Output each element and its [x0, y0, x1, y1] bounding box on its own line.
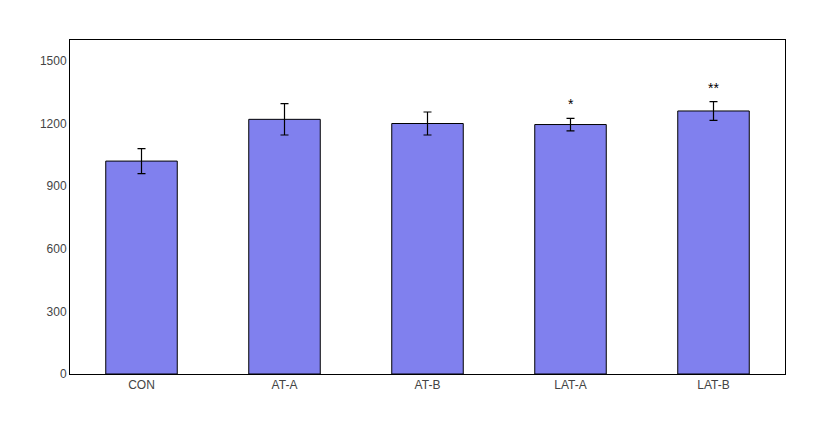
svg-text:600: 600 [47, 242, 67, 256]
svg-text:*: * [568, 96, 574, 112]
svg-text:900: 900 [47, 179, 67, 193]
svg-text:AT-A: AT-A [272, 378, 298, 392]
svg-text:1200: 1200 [40, 117, 67, 131]
svg-text:0: 0 [60, 367, 67, 381]
svg-text:LAT-A: LAT-A [554, 378, 586, 392]
svg-text:**: ** [708, 80, 719, 96]
svg-text:1500: 1500 [40, 54, 67, 68]
svg-text:LAT-B: LAT-B [697, 378, 729, 392]
svg-text:CON: CON [128, 378, 155, 392]
svg-text:AT-B: AT-B [415, 378, 441, 392]
svg-text:300: 300 [47, 305, 67, 319]
